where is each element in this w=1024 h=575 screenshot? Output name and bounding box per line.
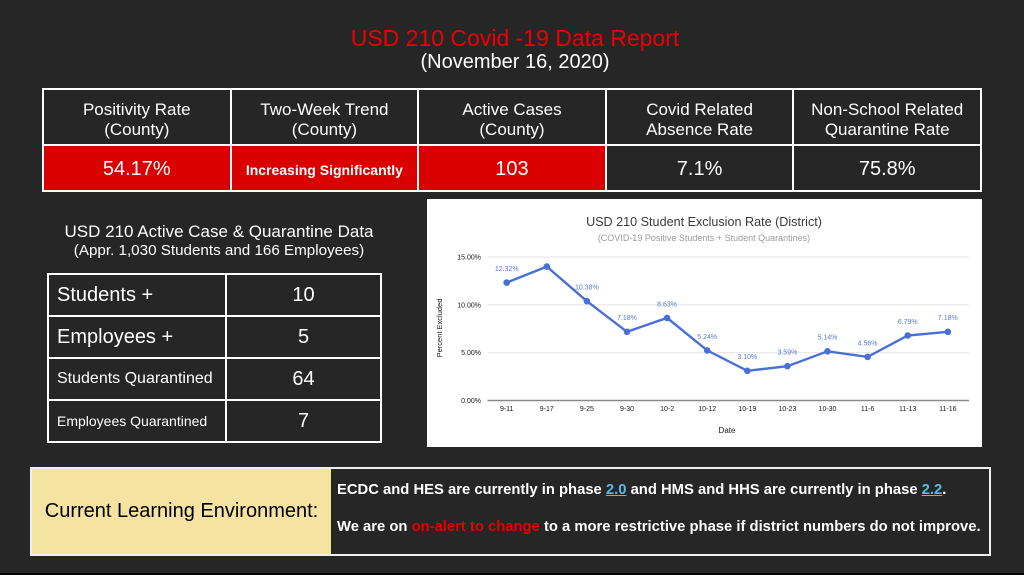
svg-text:5.14%: 5.14% [818,335,838,342]
svg-text:10-12: 10-12 [698,406,716,413]
svg-text:Date: Date [719,426,736,435]
svg-text:4.56%: 4.56% [858,340,878,347]
svg-text:10.00%: 10.00% [457,302,481,309]
svg-text:9-11: 9-11 [500,406,514,413]
svg-text:15.00%: 15.00% [457,255,481,262]
svg-text:10-23: 10-23 [778,406,796,413]
svg-text:9-17: 9-17 [540,406,554,413]
svg-text:10-19: 10-19 [738,406,756,413]
svg-text:USD 210 Student Exclusion Rate: USD 210 Student Exclusion Rate (District… [586,215,822,229]
svg-text:11-6: 11-6 [861,406,875,413]
svg-text:6.79%: 6.79% [898,319,918,326]
svg-text:12.32%: 12.32% [495,266,519,273]
svg-text:9-25: 9-25 [580,406,594,413]
svg-text:11-13: 11-13 [899,406,916,413]
svg-text:Percent Excluded: Percent Excluded [435,299,444,358]
svg-text:3.10%: 3.10% [737,354,757,361]
svg-text:5.24%: 5.24% [697,334,717,341]
svg-text:(COVID-19 Positive Students +: (COVID-19 Positive Students + Student Qu… [598,233,810,243]
svg-text:9-30: 9-30 [620,406,634,413]
svg-text:10.38%: 10.38% [575,285,599,292]
svg-text:7.18%: 7.18% [938,315,958,322]
svg-text:11-16: 11-16 [939,406,956,413]
svg-text:7.18%: 7.18% [617,315,637,322]
svg-text:0.00%: 0.00% [461,398,481,405]
svg-text:10-30: 10-30 [819,406,837,413]
svg-text:8.63%: 8.63% [657,301,677,308]
svg-text:3.59%: 3.59% [777,350,797,357]
svg-text:5.00%: 5.00% [461,350,481,357]
svg-text:10-2: 10-2 [660,406,674,413]
